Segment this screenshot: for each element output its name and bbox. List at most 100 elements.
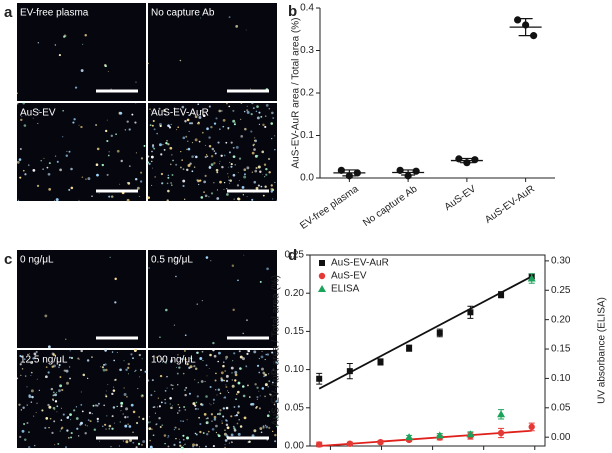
particle <box>253 148 256 151</box>
particle <box>19 176 22 179</box>
particle <box>51 431 54 434</box>
particle <box>217 360 219 363</box>
particle <box>270 122 274 125</box>
particle <box>68 150 71 153</box>
particle <box>260 431 263 434</box>
particle <box>199 430 202 434</box>
particle <box>132 441 135 444</box>
particle <box>81 410 84 413</box>
particle <box>226 102 228 105</box>
particle <box>254 139 256 142</box>
particle <box>26 404 28 406</box>
particle <box>149 108 151 111</box>
particle <box>132 410 136 414</box>
particle <box>202 114 206 118</box>
particle <box>256 406 258 408</box>
particle <box>108 428 111 430</box>
particle <box>230 433 234 437</box>
particle <box>234 415 236 417</box>
particle <box>232 155 236 159</box>
particle <box>227 128 229 130</box>
particle <box>108 195 111 198</box>
particle <box>134 348 137 352</box>
particle <box>141 444 143 446</box>
particle <box>188 366 191 369</box>
particle <box>137 442 141 445</box>
particle <box>91 413 93 415</box>
particle <box>181 357 184 361</box>
particle <box>236 422 239 425</box>
particle <box>271 351 274 354</box>
particle <box>188 131 190 132</box>
particle <box>273 403 276 406</box>
particle <box>220 154 223 157</box>
y2-tick-label: 0.30 <box>551 256 571 267</box>
particle <box>65 154 69 157</box>
particle <box>262 194 265 197</box>
particle <box>24 173 27 176</box>
particle <box>194 404 197 407</box>
particle <box>218 351 221 355</box>
particle <box>110 195 114 198</box>
particle <box>165 308 168 312</box>
particle <box>251 434 255 438</box>
particle <box>225 434 229 438</box>
particle <box>252 144 255 147</box>
particle <box>226 426 230 430</box>
particle <box>34 444 36 447</box>
particle <box>101 366 105 369</box>
particle <box>179 59 182 62</box>
particle <box>92 404 95 407</box>
particle <box>66 416 70 419</box>
particle <box>32 169 36 172</box>
particle <box>169 403 171 405</box>
particle <box>219 392 222 395</box>
particle <box>154 390 156 392</box>
point <box>346 440 354 447</box>
particle <box>194 367 198 371</box>
particle <box>96 147 100 151</box>
particle <box>99 440 100 442</box>
particle <box>253 143 255 146</box>
particle <box>257 184 260 187</box>
point <box>522 21 530 29</box>
particle <box>216 171 219 174</box>
particle <box>219 128 221 130</box>
particle <box>192 443 196 447</box>
panel-label: a <box>4 4 13 21</box>
particle <box>23 358 26 360</box>
particle <box>177 126 180 129</box>
particle <box>256 364 260 367</box>
point <box>404 172 412 180</box>
particle <box>149 445 153 449</box>
point <box>377 438 384 446</box>
particle <box>69 419 72 421</box>
particle <box>232 308 235 312</box>
particle <box>38 389 40 391</box>
particle <box>233 406 236 408</box>
particle <box>148 162 151 165</box>
particle <box>270 190 274 193</box>
particle <box>164 113 167 116</box>
particle <box>60 428 63 430</box>
particle <box>262 426 265 429</box>
particle <box>269 393 271 396</box>
particle <box>70 186 74 190</box>
particle <box>211 420 213 422</box>
particle <box>258 358 260 360</box>
particle <box>159 374 163 378</box>
particle <box>104 129 108 133</box>
micrograph <box>17 3 146 101</box>
particle <box>198 140 201 143</box>
particle <box>70 167 73 171</box>
particle <box>80 403 83 406</box>
particle <box>272 430 274 433</box>
particle <box>151 184 153 186</box>
particle <box>258 123 260 125</box>
particle <box>170 123 172 125</box>
particle <box>199 422 202 426</box>
particle <box>135 81 137 83</box>
particle <box>218 163 220 165</box>
particle <box>222 415 225 418</box>
point <box>405 433 414 441</box>
